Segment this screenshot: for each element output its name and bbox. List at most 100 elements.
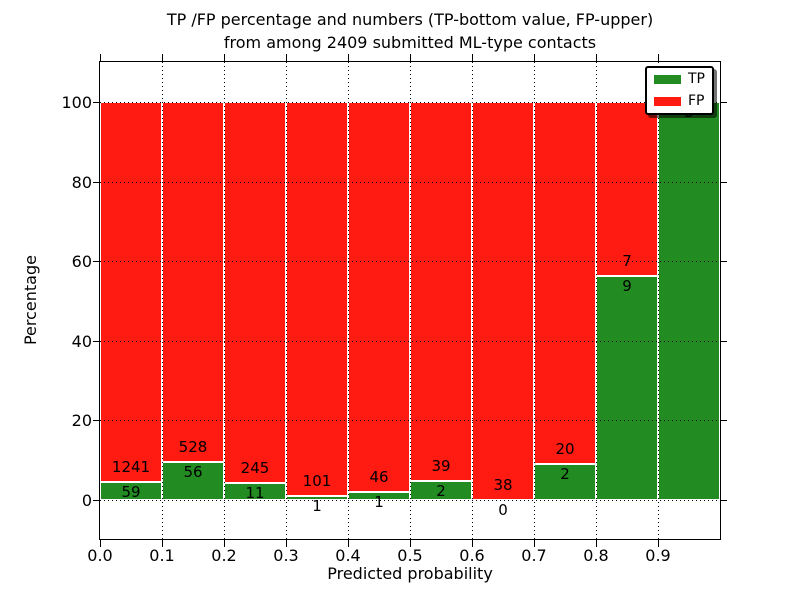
- chart-title: TP /FP percentage and numbers (TP-bottom…: [100, 8, 720, 54]
- fp-count-label: 20: [555, 439, 575, 458]
- bar-fp-segment: [596, 102, 658, 277]
- y-axis-label: Percentage: [21, 255, 40, 346]
- bar-tp-segment: [286, 496, 348, 500]
- plot-area: 124159528562451110114613923802027903: [99, 61, 721, 540]
- x-tick-bottom: [534, 540, 535, 547]
- x-tick-label: 0.5: [397, 546, 423, 565]
- y-tick-right: [721, 500, 727, 501]
- y-tick-label: 80: [71, 172, 92, 192]
- x-tick-bottom: [162, 540, 163, 547]
- x-tick-bottom: [100, 540, 101, 547]
- tp-count-label: 0: [498, 501, 508, 519]
- x-tick-label: 0.8: [583, 546, 609, 565]
- y-tick-right: [721, 420, 727, 422]
- legend-label-fp: FP: [688, 93, 705, 109]
- x-gridline: [224, 62, 225, 539]
- x-tick-top: [162, 54, 163, 61]
- bar-tp-segment: [348, 491, 410, 500]
- tp-count-label: 56: [183, 462, 203, 481]
- x-gridline: [658, 62, 659, 539]
- x-tick-bottom: [286, 540, 287, 547]
- x-tick-label: 0.3: [273, 546, 299, 565]
- y-tick-right: [721, 261, 727, 263]
- x-gridline: [286, 62, 287, 539]
- chart-title-line2: from among 2409 submitted ML-type contac…: [223, 33, 597, 52]
- tp-count-label: 9: [622, 277, 632, 296]
- y-tick-right: [721, 181, 727, 183]
- bar-tp-segment: [224, 482, 286, 500]
- x-gridline: [162, 62, 163, 539]
- bar-fp-segment: [100, 102, 162, 482]
- bar-fp-segment: [410, 102, 472, 481]
- y-tick-right: [721, 102, 727, 103]
- y-tick-left: [93, 181, 100, 183]
- fp-count-label: 1241: [111, 457, 151, 476]
- bar-fp-segment: [348, 102, 410, 492]
- x-tick-top: [472, 54, 473, 61]
- x-axis-label: Predicted probability: [327, 564, 493, 583]
- y-tick-label: 0: [81, 491, 92, 510]
- x-tick-top: [596, 54, 597, 61]
- tp-swatch-icon: [654, 75, 681, 84]
- fp-count-label: 39: [431, 456, 451, 475]
- bar-tp-segment: [534, 463, 596, 500]
- y-tick-left: [93, 340, 100, 342]
- bar-fp-segment: [534, 102, 596, 464]
- tp-count-label: 59: [121, 482, 141, 501]
- fp-count-label: 7: [622, 252, 632, 271]
- legend-entry-tp: TP: [654, 72, 705, 87]
- x-gridline: [534, 62, 535, 539]
- bar-tp-segment: [596, 276, 658, 500]
- x-tick-top: [224, 54, 225, 61]
- x-tick-top: [410, 54, 411, 61]
- bar-tp-segment: [410, 480, 472, 500]
- y-tick-left: [93, 500, 100, 501]
- y-tick-left: [93, 102, 100, 103]
- x-tick-bottom: [658, 540, 659, 547]
- fp-count-label: 46: [369, 467, 389, 486]
- x-tick-label: 0.6: [459, 546, 485, 565]
- tp-count-label: 2: [436, 481, 446, 500]
- fp-count-label: 245: [240, 458, 270, 477]
- x-tick-label: 0.2: [211, 546, 237, 565]
- x-tick-bottom: [348, 540, 349, 547]
- y-tick-left: [93, 261, 100, 263]
- tp-count-label: 1: [374, 492, 384, 511]
- bar-fp-segment: [286, 102, 348, 497]
- chart-title-line1: TP /FP percentage and numbers (TP-bottom…: [166, 10, 654, 29]
- tp-count-label: 1: [312, 497, 322, 516]
- x-gridline: [472, 62, 473, 539]
- bar-tp-segment: [100, 481, 162, 500]
- x-gridline: [348, 62, 349, 539]
- bar-fp-segment: [162, 102, 224, 462]
- x-tick-top: [534, 54, 535, 61]
- x-tick-bottom: [410, 540, 411, 547]
- bar-tp-segment: [658, 102, 720, 500]
- x-tick-bottom: [472, 540, 473, 547]
- x-tick-top: [348, 54, 349, 61]
- x-tick-bottom: [596, 540, 597, 547]
- bar-fp-segment: [224, 102, 286, 483]
- y-tick-label: 40: [71, 331, 92, 351]
- x-tick-bottom: [224, 540, 225, 547]
- fp-count-label: 528: [178, 437, 208, 456]
- x-tick-label: 0.9: [645, 546, 671, 565]
- legend: TP FP: [645, 66, 714, 115]
- fp-swatch-icon: [654, 97, 681, 106]
- x-tick-top: [100, 54, 101, 61]
- x-tick-label: 0.4: [335, 546, 361, 565]
- y-tick-left: [93, 420, 100, 422]
- tp-count-label: 2: [560, 464, 570, 483]
- bar-tp-segment: [162, 461, 224, 500]
- y-tick-label: 20: [71, 411, 92, 431]
- y-tick-label: 60: [71, 252, 92, 272]
- tp-count-label: 11: [245, 483, 265, 502]
- legend-entry-fp: FP: [654, 94, 705, 109]
- bar-fp-segment: [472, 102, 534, 500]
- x-tick-label: 0.0: [87, 546, 113, 565]
- fp-count-label: 101: [302, 472, 332, 491]
- y-tick-label: 100: [61, 93, 92, 112]
- y-tick-right: [721, 340, 727, 342]
- x-tick-label: 0.1: [149, 546, 175, 565]
